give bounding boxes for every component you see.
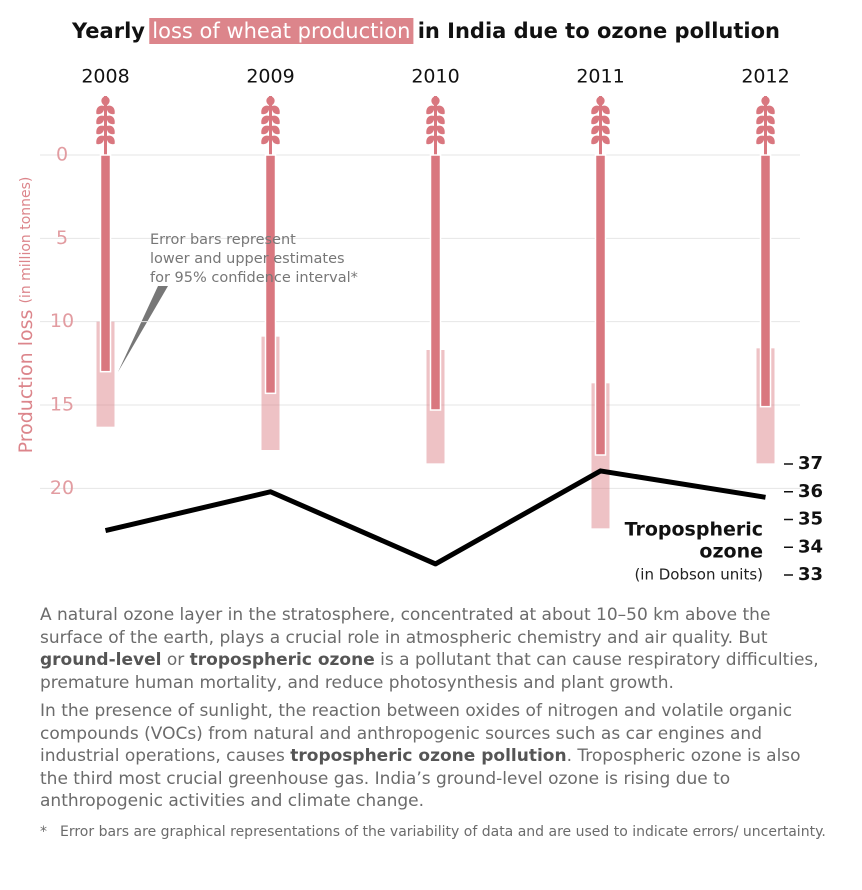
wheat-icon <box>756 96 775 156</box>
ozone-line <box>104 468 766 567</box>
x-tick-label: 2011 <box>576 66 624 88</box>
bar <box>429 154 442 411</box>
annotation: lower and upper estimates <box>150 251 345 267</box>
wheat-icon <box>426 96 445 156</box>
y-tick-label: 0 <box>56 144 68 166</box>
y-axis-title: Production loss <box>15 310 37 454</box>
paragraph: A natural ozone layer in the stratospher… <box>40 604 830 694</box>
annotation: for 95% confidence interval* <box>150 270 358 286</box>
y2-tick-label: 37 <box>798 453 823 474</box>
paragraph-text: tropospheric ozone <box>189 650 375 670</box>
title-part: Yearly <box>71 19 152 43</box>
wheat-icon <box>591 96 610 156</box>
annotation-pointer <box>118 286 168 372</box>
y2-tick-label: 33 <box>798 564 823 585</box>
legend-label: Tropospheric <box>625 519 763 541</box>
wheat-icon <box>96 96 115 156</box>
x-tick-label: 2010 <box>411 66 459 88</box>
footnote-text: Error bars are graphical representations… <box>60 823 826 840</box>
annotation: Error bars represent <box>150 232 296 248</box>
legend-label: ozone <box>699 541 763 563</box>
paragraph: In the presence of sunlight, the reactio… <box>40 700 830 813</box>
bar <box>264 154 277 395</box>
paragraph-text: . Tropospheric ozone is also the third m… <box>40 746 801 811</box>
bar <box>594 154 607 456</box>
paragraph-text: In the presence of sunlight, the reactio… <box>40 701 793 766</box>
y-tick-label: 10 <box>50 310 74 332</box>
y-tick-label: 5 <box>56 227 68 249</box>
title-part: in India due to ozone pollution <box>410 19 780 43</box>
chart: Yearly loss of wheat production in India… <box>15 18 823 585</box>
bar <box>759 154 772 408</box>
paragraph-text: A natural ozone layer in the stratospher… <box>40 605 771 648</box>
paragraph-text: ground-level <box>40 650 162 670</box>
chart-title: Yearly loss of wheat production in India… <box>71 19 780 43</box>
x-tick-label: 2012 <box>741 66 789 88</box>
title-highlight <box>149 18 414 44</box>
x-tick-label: 2009 <box>246 66 294 88</box>
y2-tick-label: 36 <box>798 481 823 502</box>
footnote-marker: * <box>40 823 47 840</box>
paragraph-text: is a pollutant that can cause respirator… <box>40 650 819 693</box>
y-tick-label: 15 <box>50 394 74 416</box>
y-tick-label: 20 <box>50 477 74 499</box>
x-tick-label: 2008 <box>81 66 129 88</box>
wheat-icon <box>261 96 280 156</box>
paragraph-text: tropospheric ozone pollution <box>290 746 567 766</box>
y-axis-label: Production loss (in million tonnes) <box>15 177 37 454</box>
bar <box>99 154 112 373</box>
legend-unit: (in Dobson units) <box>634 566 763 584</box>
y2-tick-label: 34 <box>798 536 823 557</box>
y2-tick-label: 35 <box>798 509 823 530</box>
notes: A natural ozone layer in the stratospher… <box>40 604 830 841</box>
footnote: * Error bars are graphical representation… <box>40 823 830 841</box>
title-part: loss of wheat production <box>152 19 410 43</box>
y-axis-unit: (in million tonnes) <box>18 177 34 304</box>
paragraph-text: or <box>161 650 190 670</box>
